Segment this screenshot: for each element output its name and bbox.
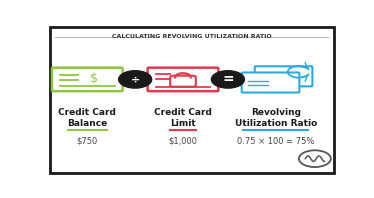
Text: ÷: ÷ [131,74,140,84]
Text: Utilization Ratio: Utilization Ratio [234,119,317,128]
Text: Balance: Balance [67,119,107,128]
Text: $1,000: $1,000 [168,137,197,146]
FancyBboxPatch shape [242,72,299,92]
Text: Limit: Limit [170,119,196,128]
Circle shape [211,71,245,88]
Text: $750: $750 [77,137,98,146]
Text: Credit Card: Credit Card [154,109,212,117]
Text: Revolving: Revolving [251,109,301,117]
Circle shape [119,71,152,88]
Text: CALCULATING REVOLVING UTILIZATION RATIO: CALCULATING REVOLVING UTILIZATION RATIO [112,34,272,39]
FancyBboxPatch shape [255,66,312,86]
Text: =: = [222,72,234,86]
Text: Credit Card: Credit Card [58,109,116,117]
Text: $: $ [90,72,98,85]
Text: 0.75 × 100 = 75%: 0.75 × 100 = 75% [237,137,315,146]
